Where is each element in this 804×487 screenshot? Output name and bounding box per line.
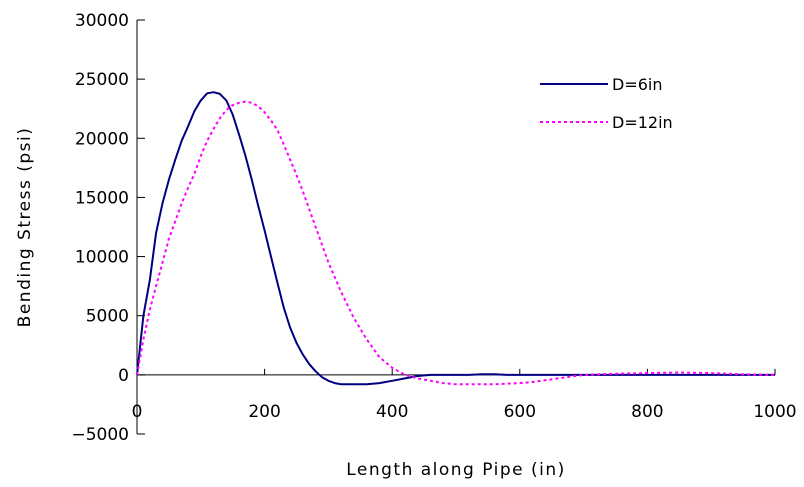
y-axis-title: Bending Stress (psi) — [15, 127, 35, 328]
y-tick-label: 30000 — [75, 11, 129, 31]
x-tick-label: 200 — [248, 402, 280, 422]
y-tick-label: 15000 — [75, 188, 129, 208]
y-tick-label: 25000 — [75, 70, 129, 90]
legend-label: D=6in — [612, 75, 663, 94]
x-tick-label: 0 — [132, 402, 143, 422]
y-tick-label: 0 — [118, 366, 129, 386]
series-layer — [136, 91, 776, 386]
x-axis-title: Length along Pipe (in) — [346, 460, 566, 480]
x-tick-label: 400 — [376, 402, 408, 422]
legend-label: D=12in — [612, 113, 673, 132]
y-tick-label: −5000 — [71, 425, 129, 445]
x-axis: 0 200 400 600 800 1000 — [132, 368, 797, 422]
x-tick-label: 600 — [504, 402, 536, 422]
y-tick-label: 5000 — [86, 307, 129, 327]
series-line-d12in — [136, 100, 776, 386]
y-tick-label: 10000 — [75, 248, 129, 268]
x-ticks: 0 200 400 600 800 1000 — [132, 368, 797, 422]
y-tick-label: 20000 — [75, 129, 129, 149]
x-tick-label: 1000 — [753, 402, 796, 422]
legend: D=6in D=12in — [540, 75, 673, 132]
x-tick-label: 800 — [631, 402, 663, 422]
series-line-d6in — [136, 91, 775, 386]
